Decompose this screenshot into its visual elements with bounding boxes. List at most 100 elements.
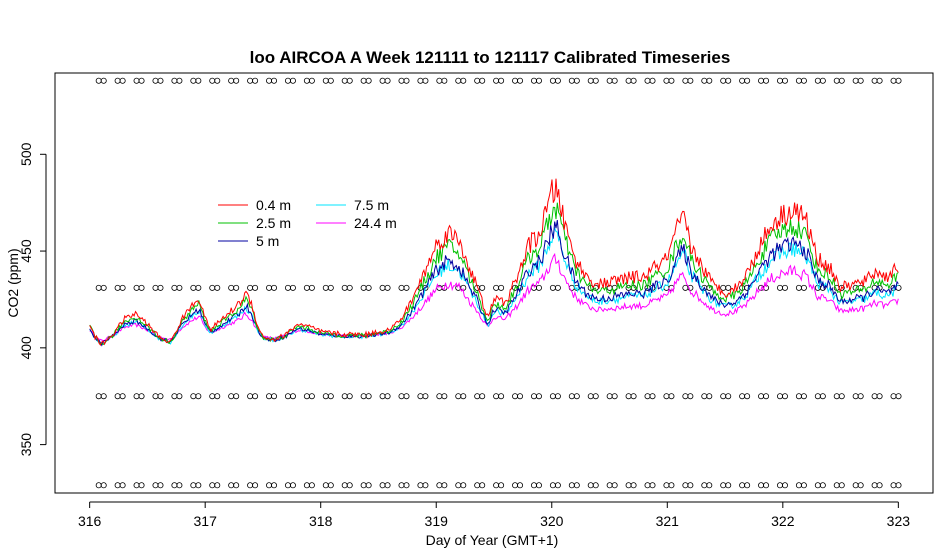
calibration-point	[214, 284, 221, 291]
calibration-point	[417, 77, 424, 84]
calibration-point	[644, 482, 651, 489]
calibration-point	[800, 77, 807, 84]
calibration-point	[214, 77, 221, 84]
calibration-point	[322, 482, 329, 489]
calibration-point	[436, 482, 443, 489]
calibration-point	[455, 77, 462, 84]
calibration-point	[266, 482, 273, 489]
calibration-point	[346, 393, 353, 400]
calibration-point	[649, 482, 656, 489]
calibration-point	[833, 77, 840, 84]
calibration-point	[706, 393, 713, 400]
calibration-point	[890, 393, 897, 400]
calibration-point	[725, 393, 732, 400]
calibration-point	[133, 393, 140, 400]
calibration-point	[871, 393, 878, 400]
calibration-point	[271, 77, 278, 84]
calibration-point	[403, 393, 410, 400]
calibration-point	[157, 284, 164, 291]
calibration-point	[422, 482, 429, 489]
calibration-point	[341, 77, 348, 84]
calibration-point	[422, 77, 429, 84]
calibration-point	[114, 393, 121, 400]
calibration-point	[384, 482, 391, 489]
calibration-point	[549, 284, 556, 291]
calibration-point	[663, 482, 670, 489]
calibration-point	[871, 77, 878, 84]
calibration-point	[138, 77, 145, 84]
calibration-point	[857, 482, 864, 489]
calibration-point	[687, 284, 694, 291]
calibration-point	[138, 284, 145, 291]
calibration-point	[795, 393, 802, 400]
calibration-point	[630, 482, 637, 489]
calibration-point	[720, 393, 727, 400]
calibration-point	[606, 393, 613, 400]
calibration-point	[535, 77, 542, 84]
calibration-point	[852, 482, 859, 489]
calibration-point	[195, 284, 202, 291]
calibration-point	[890, 482, 897, 489]
x-tick-label: 318	[309, 513, 333, 529]
calibration-point	[398, 393, 405, 400]
calibration-point	[266, 393, 273, 400]
calibration-point	[549, 77, 556, 84]
calibration-point	[763, 393, 770, 400]
calibration-point	[568, 77, 575, 84]
calibration-point	[95, 77, 102, 84]
calibration-point	[436, 393, 443, 400]
calibration-point	[133, 284, 140, 291]
calibration-point	[214, 482, 221, 489]
calibration-point	[644, 393, 651, 400]
calibration-point	[668, 393, 675, 400]
calibration-point	[549, 393, 556, 400]
calibration-point	[720, 482, 727, 489]
calibration-point	[303, 393, 310, 400]
calibration-point	[119, 482, 126, 489]
calibration-point	[379, 77, 386, 84]
calibration-point	[100, 393, 107, 400]
calibration-point	[776, 482, 783, 489]
calibration-point	[441, 393, 448, 400]
calibration-point	[247, 77, 254, 84]
calibration-point	[890, 77, 897, 84]
calibration-point	[687, 393, 694, 400]
calibration-point	[384, 284, 391, 291]
calibration-point	[100, 284, 107, 291]
calibration-point	[403, 482, 410, 489]
calibration-point	[233, 284, 240, 291]
calibration-point	[663, 393, 670, 400]
calibration-point	[384, 77, 391, 84]
calibration-point	[776, 77, 783, 84]
calibration-point	[327, 77, 334, 84]
calibration-point	[284, 393, 291, 400]
calibration-point	[568, 393, 575, 400]
calibration-point	[327, 482, 334, 489]
calibration-point	[228, 284, 235, 291]
calibration-point	[365, 482, 372, 489]
calibration-point	[895, 77, 902, 84]
calibration-point	[611, 482, 618, 489]
calibration-point	[195, 393, 202, 400]
calibration-point	[535, 284, 542, 291]
x-tick-label: 316	[78, 513, 102, 529]
calibration-point	[171, 393, 178, 400]
calibration-point	[157, 77, 164, 84]
calibration-point	[781, 284, 788, 291]
x-tick-label: 317	[194, 513, 218, 529]
calibration-point	[474, 482, 481, 489]
calibration-point	[398, 77, 405, 84]
calibration-point	[720, 284, 727, 291]
calibration-point	[365, 284, 372, 291]
calibration-point	[625, 482, 632, 489]
calibration-point	[554, 77, 561, 84]
calibration-point	[95, 284, 102, 291]
calibration-point	[852, 393, 859, 400]
calibration-point	[498, 393, 505, 400]
calibration-point	[687, 482, 694, 489]
calibration-point	[303, 482, 310, 489]
calibration-point	[228, 393, 235, 400]
calibration-point	[308, 482, 315, 489]
calibration-point	[474, 77, 481, 84]
calibration-point	[630, 77, 637, 84]
